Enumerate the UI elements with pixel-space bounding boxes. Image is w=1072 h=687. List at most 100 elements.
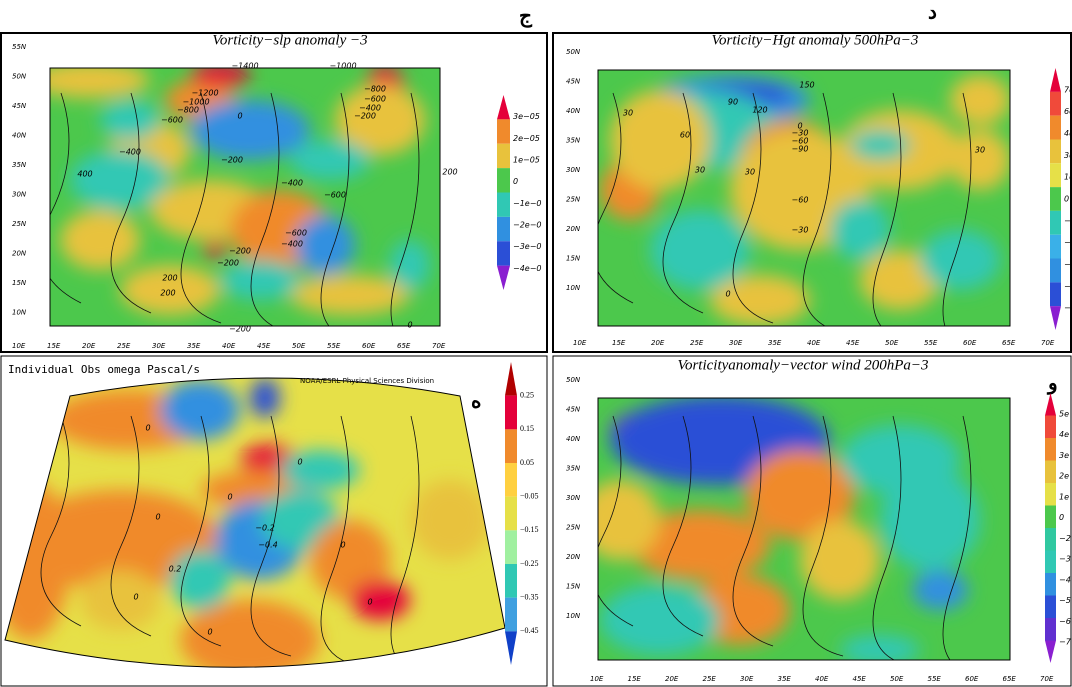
anomaly <box>598 480 660 560</box>
contour-label: −30 <box>792 129 809 138</box>
anomaly <box>250 378 280 418</box>
contour-label: −400 <box>119 148 141 157</box>
lon-label: 25E <box>117 342 131 350</box>
lat-label: 20N <box>566 553 581 561</box>
coastline <box>180 92 222 324</box>
panel-letter: ج <box>519 6 533 29</box>
colorbar-swatch <box>505 597 517 632</box>
lon-label: 40E <box>807 339 821 347</box>
colorbar-label: −3 <box>1064 238 1072 247</box>
map-frame <box>597 69 1011 327</box>
colorbar-swatch <box>497 168 510 193</box>
colorbar-swatch <box>1045 505 1056 528</box>
map-frame <box>4 377 506 668</box>
lat-label: 40N <box>566 107 581 115</box>
contour-label: −0.4 <box>258 541 277 550</box>
lon-label: 15E <box>628 675 642 683</box>
colorbar-swatch <box>1050 91 1061 116</box>
anomaly <box>220 260 300 300</box>
contour-label: 120 <box>752 106 767 115</box>
contour-label: 0 <box>367 598 372 607</box>
lat-label: 50N <box>566 48 581 56</box>
contour-label: −1400 <box>231 62 258 71</box>
coastline <box>110 92 152 314</box>
colorbar-label: 3e <box>1064 151 1072 160</box>
panel-border <box>552 32 1072 353</box>
coastline <box>872 415 902 660</box>
colorbar-label: −2 <box>1059 534 1071 543</box>
colorbar-swatch <box>497 119 510 144</box>
panel-letter: د <box>928 2 937 24</box>
lat-label: 30N <box>12 191 27 199</box>
coastline <box>942 415 972 660</box>
anomaly <box>170 550 230 610</box>
contour-label: 30 <box>745 168 755 177</box>
coastline <box>732 415 774 647</box>
lon-label: 45E <box>853 675 867 683</box>
anomaly <box>630 510 770 580</box>
colorbar-swatch <box>505 429 517 463</box>
colorbar-swatch <box>1045 528 1056 551</box>
contour-label: −1200 <box>191 89 218 98</box>
colorbar-swatch <box>1045 415 1056 438</box>
contour-label: −200 <box>229 247 251 256</box>
contour-label: −800 <box>177 106 199 115</box>
field-blobs <box>50 68 430 315</box>
contour-label: 400 <box>77 170 92 179</box>
lon-label: 60E <box>362 342 376 350</box>
colorbar-swatch <box>497 143 510 169</box>
anomaly <box>160 380 240 440</box>
anomaly <box>20 490 220 590</box>
coastline <box>802 415 844 657</box>
anomaly <box>800 520 880 600</box>
coastline <box>598 415 634 627</box>
lat-label: 30N <box>566 166 581 174</box>
lat-label: 35N <box>12 161 27 169</box>
lat-label: 25N <box>566 196 581 204</box>
lat-label: 50N <box>12 73 27 81</box>
colorbar-swatch <box>1050 139 1061 164</box>
anomaly <box>950 75 1010 125</box>
coastline <box>320 415 362 667</box>
colorbar-swatch <box>1050 282 1061 307</box>
coastline <box>598 92 634 304</box>
map-frame <box>49 67 441 327</box>
colorbar-swatch <box>1050 258 1061 283</box>
colorbar-swatch <box>505 496 517 531</box>
colorbar-label: −1e−0 <box>513 199 542 208</box>
contour-label: 30 <box>975 146 985 155</box>
colorbar-label: −0.45 <box>520 626 539 635</box>
colorbar-swatch <box>497 241 510 266</box>
colorbar-label: 1e <box>1059 492 1069 501</box>
colorbar-label: 0 <box>1059 513 1064 522</box>
panel-border <box>0 355 548 687</box>
coastline <box>662 415 704 637</box>
lat-label: 35N <box>566 137 581 145</box>
lat-label: 20N <box>566 225 581 233</box>
lon-label: 30E <box>152 342 166 350</box>
lon-label: 20E <box>651 339 665 347</box>
anomaly <box>850 130 910 160</box>
contour-label: −400 <box>359 104 381 113</box>
anomaly <box>100 100 160 140</box>
panel-letter: ه <box>471 391 481 413</box>
contour-label: 30 <box>695 166 705 175</box>
coastline <box>390 92 420 326</box>
lon-label: 50E <box>885 339 899 347</box>
contour-label: −200 <box>354 112 376 121</box>
contour-label: 0 <box>155 513 160 522</box>
colorbar-label: 5e <box>1059 409 1069 418</box>
colorbar-label: 6e <box>1064 107 1072 116</box>
panel-title: Vorticityanomaly−vector wind 200hPa−3 <box>677 357 928 373</box>
panel-border <box>552 355 1072 687</box>
contour-label: −800 <box>364 85 386 94</box>
colorbar-swatch <box>505 362 517 396</box>
colorbar-swatch <box>505 631 517 665</box>
colorbar-label: −0.05 <box>520 491 539 500</box>
colorbar-label: −3 <box>1059 555 1071 564</box>
